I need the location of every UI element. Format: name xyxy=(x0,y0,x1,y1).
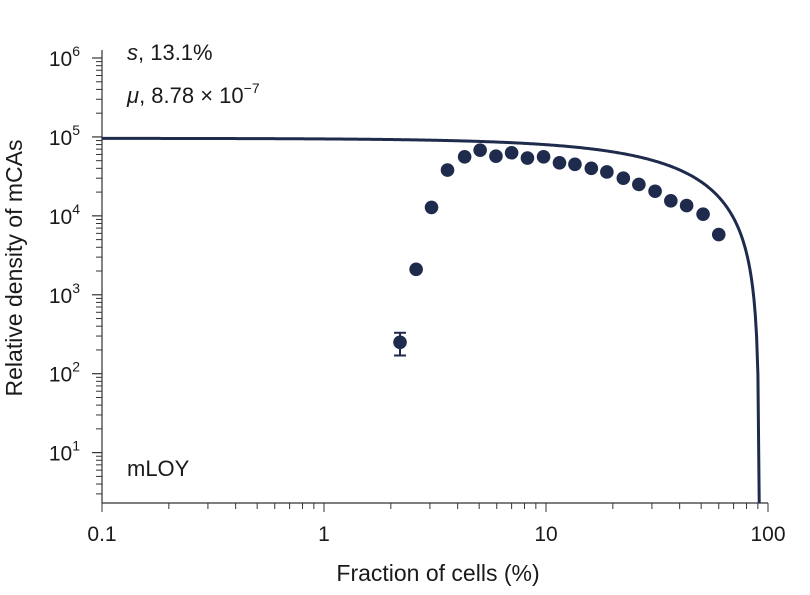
data-point-5 xyxy=(457,149,472,164)
y-tick-exponent: 3 xyxy=(72,280,80,296)
x-tick-label: 1 xyxy=(318,523,330,546)
y-tick-base: 10 xyxy=(49,48,72,71)
x-tick-label: 0.1 xyxy=(87,523,116,546)
mu-value: , 8.78 × 10 xyxy=(139,83,244,108)
fit-line-group xyxy=(101,136,761,504)
data-point-19 xyxy=(679,198,694,213)
data-point-6 xyxy=(473,143,487,157)
y-tick-label: 101 xyxy=(49,438,80,466)
y-tick-exponent: 1 xyxy=(72,438,80,454)
mu-annotation: μ, 8.78 × 10−7 xyxy=(126,80,260,108)
x-tick-label: 100 xyxy=(750,523,785,546)
s-annotation: s, 13.1% xyxy=(127,40,213,65)
data-point-17 xyxy=(648,184,662,199)
y-tick-base: 10 xyxy=(49,364,72,387)
data-point-10 xyxy=(536,149,551,164)
data-point-8 xyxy=(504,145,519,160)
y-tick-label: 105 xyxy=(49,122,80,150)
data-point-2 xyxy=(409,262,423,277)
x-axis-title: Fraction of cells (%) xyxy=(336,560,539,586)
data-points xyxy=(393,143,726,357)
mu-exponent: −7 xyxy=(244,80,260,96)
s-symbol: s xyxy=(127,40,138,65)
data-point-15 xyxy=(616,171,631,185)
x-tick-label: 10 xyxy=(534,523,557,546)
y-tick-base: 10 xyxy=(49,206,72,229)
data-point-1 xyxy=(393,335,407,350)
fit-line xyxy=(101,136,761,504)
y-tick-exponent: 6 xyxy=(72,43,80,59)
cohort-label: mLOY xyxy=(127,456,190,481)
data-point-7 xyxy=(489,149,503,163)
y-tick-base: 10 xyxy=(49,443,72,466)
data-point-20 xyxy=(696,207,710,221)
y-tick-base: 10 xyxy=(49,285,72,308)
y-tick-base: 10 xyxy=(49,127,72,150)
y-tick-label: 102 xyxy=(49,359,80,387)
y-tick-exponent: 2 xyxy=(72,359,80,375)
data-point-14 xyxy=(600,165,614,179)
data-point-21 xyxy=(711,227,726,242)
y-axis-title: Relative density of mCAs xyxy=(1,140,27,397)
annotations: s, 13.1% μ, 8.78 × 10−7 mLOY Fraction of… xyxy=(1,40,540,586)
y-tick-label: 103 xyxy=(49,280,80,308)
y-tick-label: 104 xyxy=(49,201,80,229)
y-tick-exponent: 4 xyxy=(72,201,80,217)
data-point-13 xyxy=(584,161,599,176)
data-point-18 xyxy=(664,194,678,208)
data-point-12 xyxy=(568,157,582,172)
data-point-16 xyxy=(632,177,646,192)
data-point-3 xyxy=(424,200,439,215)
data-point-4 xyxy=(440,163,455,177)
s-value: , 13.1% xyxy=(138,40,213,65)
mu-symbol: μ xyxy=(126,83,139,108)
y-tick-exponent: 5 xyxy=(72,122,80,138)
y-tick-label: 106 xyxy=(49,43,80,71)
data-point-11 xyxy=(552,156,567,170)
data-point-9 xyxy=(520,151,535,165)
